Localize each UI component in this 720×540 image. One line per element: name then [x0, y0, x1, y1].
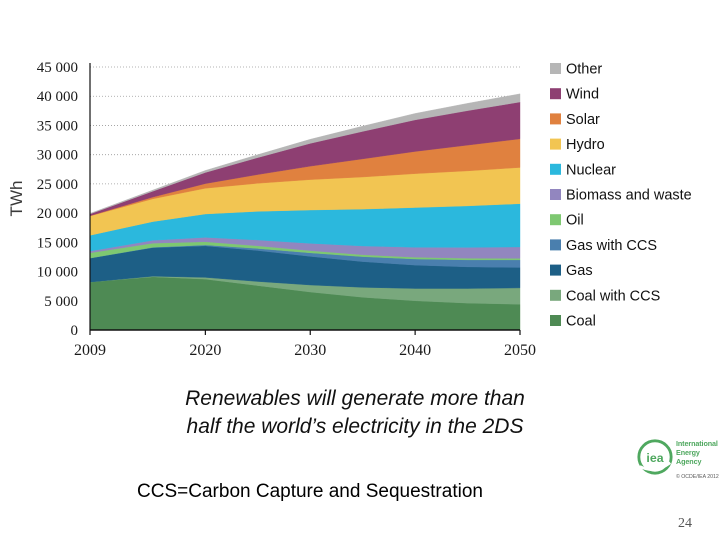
x-tick-label: 2009	[74, 342, 106, 359]
iea-logo: iea International Energy Agency © OCDE/I…	[636, 434, 720, 490]
y-tick-label: 35 000	[37, 118, 78, 134]
legend-swatch	[550, 315, 561, 326]
legend-swatch	[550, 189, 561, 200]
y-tick-label: 20 000	[37, 206, 78, 222]
legend-swatch	[550, 163, 561, 175]
x-tick-label: 2020	[189, 342, 221, 359]
legend-swatch	[550, 214, 561, 226]
x-tick-label: 2050	[504, 342, 536, 359]
legend-swatch	[550, 113, 561, 125]
y-tick-label: 0	[71, 323, 79, 339]
iea-logo-mark-icon: iea	[637, 439, 673, 475]
legend-swatch	[550, 88, 561, 100]
chart-caption: Renewables will generate more than half …	[120, 385, 590, 440]
chart-legend: Other Wind Solar Hydro Nuclear Biomass and wa…	[550, 62, 692, 330]
legend-label: Gas	[566, 263, 593, 279]
x-tick-label: 2040	[399, 342, 431, 359]
chart-svg: 0 5 000 10 000 15 000 20 000 25 000 30 000 35 0…	[7, 60, 692, 359]
legend-swatch	[550, 264, 561, 276]
caption-line-1: Renewables will generate more than	[185, 387, 525, 410]
caption-line-2: half the world’s electricity in the 2DS	[186, 414, 524, 438]
legend-label: Coal	[566, 314, 596, 330]
chart-axes	[89, 63, 521, 335]
y-tick-label: 15 000	[37, 235, 78, 251]
iea-org-name: International Energy Agency	[676, 439, 720, 466]
y-tick-label: 25 000	[37, 177, 78, 193]
iea-org-line-2: Energy Agency	[676, 447, 702, 466]
y-axis-title: TWh	[7, 181, 26, 217]
y-tick-label: 45 000	[37, 60, 78, 76]
iea-copyright: © OCDE/IEA 2012	[676, 474, 719, 480]
area-series	[89, 93, 521, 215]
legend-swatch	[550, 63, 561, 74]
legend-label: Wind	[566, 87, 599, 103]
iea-logo-wordmark: iea	[646, 451, 663, 465]
ccs-footnote: CCS=Carbon Capture and Sequestration	[137, 481, 483, 502]
y-tick-label: 10 000	[37, 265, 78, 281]
x-tick-label: 2030	[294, 342, 326, 359]
legend-label: Other	[566, 62, 602, 78]
legend-label: Biomass and waste	[566, 188, 692, 204]
iea-org-line-1: International	[676, 439, 718, 448]
legend-label: Oil	[566, 213, 584, 229]
stacked-area-chart: 0 5 000 10 000 15 000 20 000 25 000 30 000 35 0…	[0, 45, 720, 365]
legend-swatch	[550, 289, 561, 301]
chart-series-group	[89, 93, 521, 331]
y-tick-label: 30 000	[37, 148, 78, 164]
y-tick-label: 5 000	[44, 294, 78, 310]
y-tick-label: 40 000	[37, 89, 78, 105]
legend-label: Nuclear	[566, 162, 616, 178]
legend-label: Coal with CCS	[566, 288, 660, 304]
x-tick-labels: 2009 2020 2030 2040 2050	[74, 342, 536, 359]
legend-label: Solar	[566, 112, 600, 128]
legend-label: Hydro	[566, 137, 605, 153]
legend-swatch	[550, 138, 561, 150]
page-number: 24	[678, 516, 692, 531]
legend-label: Gas with CCS	[566, 238, 657, 254]
legend-swatch	[550, 239, 561, 251]
y-tick-labels: 0 5 000 10 000 15 000 20 000 25 000 30 000 35 0…	[37, 60, 78, 339]
